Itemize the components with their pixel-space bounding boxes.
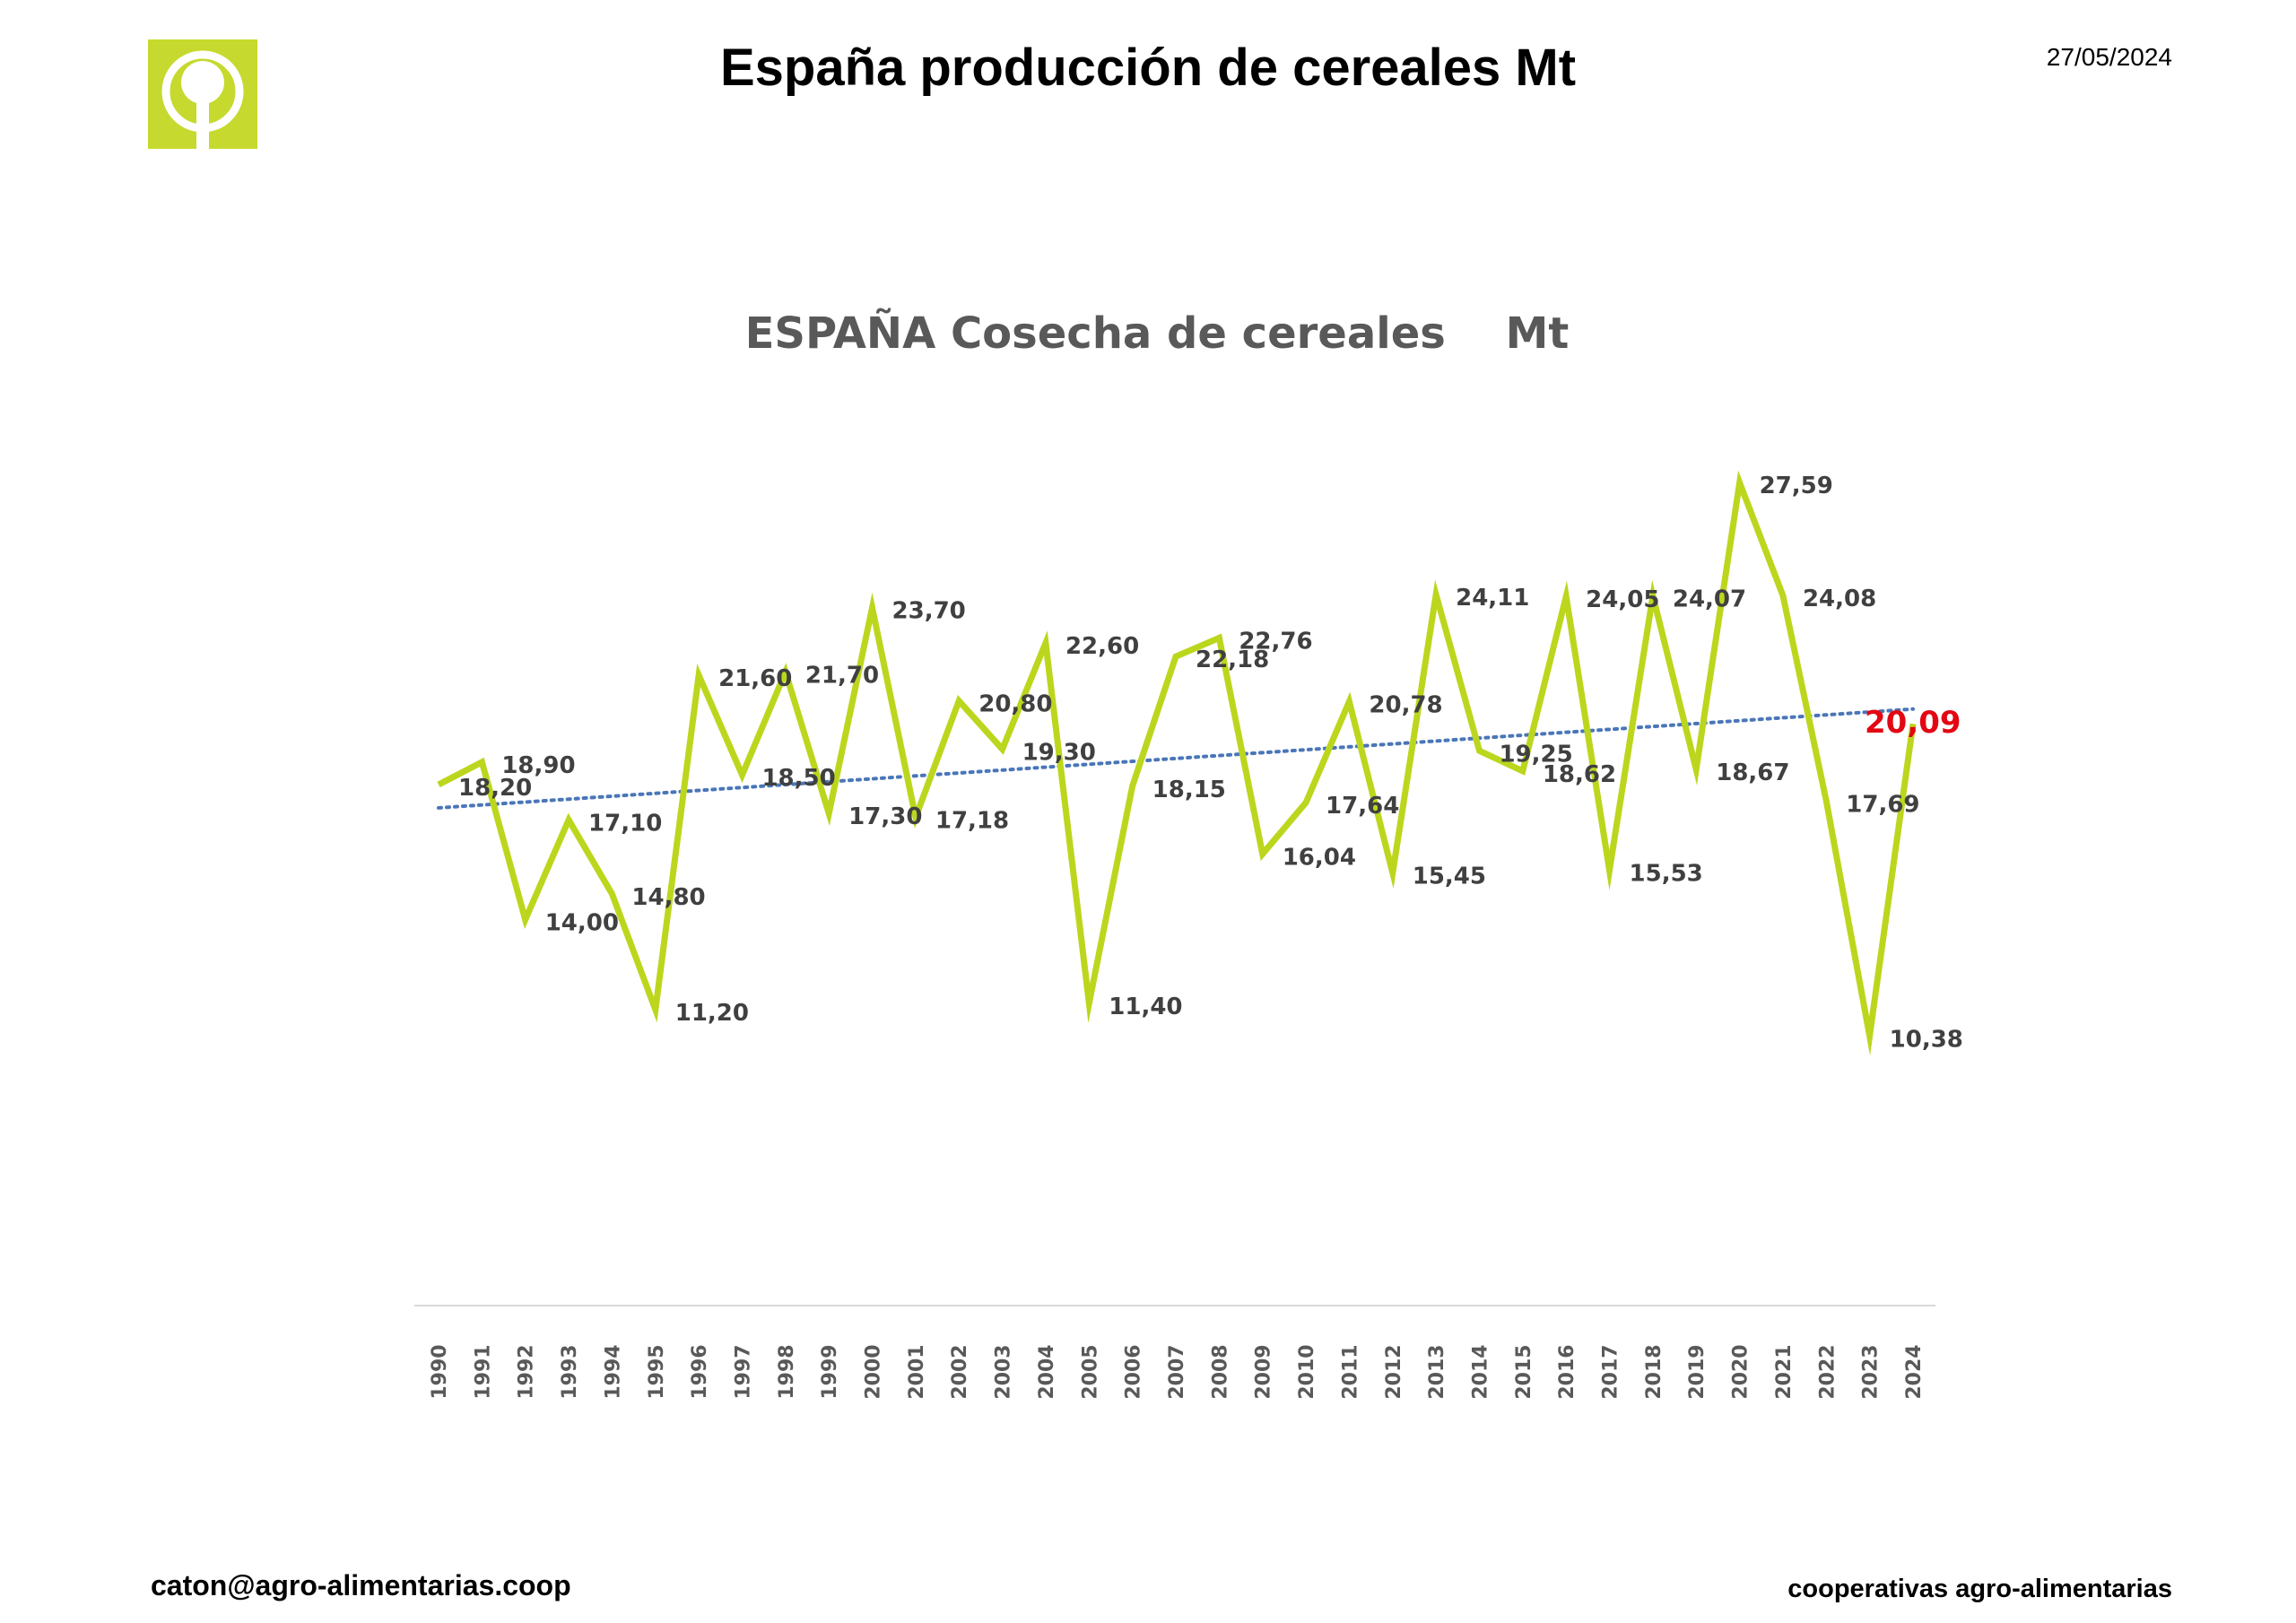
x-tick-label: 2010	[1296, 1344, 1318, 1399]
data-label: 17,69	[1846, 791, 1919, 818]
x-tick-label: 1990	[429, 1344, 451, 1399]
x-tick-label: 2015	[1513, 1344, 1535, 1399]
data-label: 15,45	[1413, 864, 1486, 890]
x-tick-label: 2005	[1079, 1344, 1101, 1399]
data-label: 24,11	[1456, 585, 1529, 612]
x-tick-label: 1996	[689, 1344, 711, 1399]
x-tick-label: 2011	[1339, 1344, 1361, 1399]
page-date: 27/05/2024	[2046, 43, 2172, 71]
data-label: 22,60	[1065, 633, 1139, 660]
cooperativas-logo-icon	[148, 39, 257, 149]
x-tick-label: 1999	[819, 1344, 841, 1399]
x-tick-label: 2001	[906, 1344, 928, 1399]
x-tick-label: 2009	[1253, 1344, 1275, 1399]
data-label: 18,62	[1543, 761, 1616, 788]
data-label: 15,53	[1630, 861, 1703, 888]
data-label: 11,20	[675, 1000, 749, 1027]
data-label: 20,80	[978, 691, 1052, 718]
data-label: 21,70	[805, 662, 879, 689]
x-tick-label: 2023	[1860, 1344, 1883, 1399]
data-label: 21,60	[718, 665, 792, 692]
data-label: 17,18	[935, 808, 1009, 835]
data-label: 18,67	[1716, 759, 1789, 786]
x-tick-label: 2000	[863, 1344, 885, 1399]
data-label: 24,07	[1673, 586, 1746, 612]
data-label: 24,08	[1803, 586, 1876, 612]
x-tick-label: 2014	[1469, 1344, 1492, 1399]
x-tick-label: 2007	[1166, 1344, 1188, 1399]
data-label: 22,18	[1196, 647, 1269, 673]
x-tick-label: 2017	[1600, 1344, 1622, 1399]
x-tick-label: 2018	[1643, 1344, 1665, 1399]
data-label: 11,40	[1109, 994, 1182, 1020]
data-label: 18,90	[501, 752, 575, 779]
footer-email: caton@agro-alimentarias.coop	[151, 1569, 571, 1601]
x-tick-label: 2016	[1556, 1344, 1578, 1399]
x-tick-label: 2020	[1730, 1344, 1752, 1399]
x-tick-label: 1991	[472, 1344, 494, 1399]
x-tick-label: 2012	[1383, 1344, 1405, 1399]
x-tick-label: 1993	[559, 1344, 581, 1399]
chart-title: ESPAÑA Cosecha de cereales Mt	[745, 308, 1570, 359]
data-label: 27,59	[1760, 473, 1833, 499]
plot-area: 18,2018,90 14,00 17,10 14,80 11,20 21,60 18,50…	[429, 470, 1963, 1400]
data-label: 17,30	[848, 803, 922, 830]
x-tick-label: 2003	[993, 1344, 1015, 1399]
data-label: 10,38	[1890, 1026, 1963, 1053]
data-label: 19,25	[1499, 741, 1572, 768]
x-tick-label: 1998	[776, 1344, 798, 1399]
x-tick-label: 2024	[1903, 1344, 1926, 1399]
page-title: España producción de cereales Mt	[719, 39, 1577, 97]
x-tick-label: 2019	[1686, 1344, 1709, 1399]
data-label: 17,10	[588, 810, 662, 837]
x-tick-label: 2013	[1426, 1344, 1448, 1399]
x-tick-label: 2002	[949, 1344, 971, 1399]
data-label: 18,20	[458, 775, 532, 802]
data-label: 14,80	[631, 884, 705, 911]
data-label: 18,50	[761, 765, 835, 792]
data-label: 14,00	[545, 910, 619, 937]
x-tick-label: 1994	[602, 1344, 624, 1399]
x-tick-label: 2008	[1209, 1344, 1231, 1399]
x-tick-label: 1995	[646, 1344, 668, 1399]
x-tick-label: 1997	[732, 1344, 754, 1399]
data-label: 22,76	[1239, 628, 1312, 655]
x-tick-label: 2006	[1123, 1344, 1145, 1399]
data-label: 20,78	[1369, 691, 1442, 718]
x-tick-label: 2004	[1036, 1344, 1058, 1399]
x-tick-label: 1992	[516, 1344, 538, 1399]
data-label: 23,70	[892, 598, 966, 625]
footer-organization: cooperativas agro-alimentarias	[1787, 1575, 2172, 1603]
data-label: 16,04	[1283, 844, 1356, 871]
data-label-highlight: 20,09	[1865, 705, 1961, 741]
data-label: 24,05	[1586, 586, 1659, 613]
data-label: 19,30	[1022, 740, 1096, 767]
series-line	[437, 470, 1917, 1056]
x-tick-label: 2022	[1816, 1344, 1839, 1399]
x-tick-label: 2021	[1773, 1344, 1796, 1399]
data-label: 18,15	[1152, 777, 1226, 803]
data-label: 17,64	[1326, 793, 1399, 820]
